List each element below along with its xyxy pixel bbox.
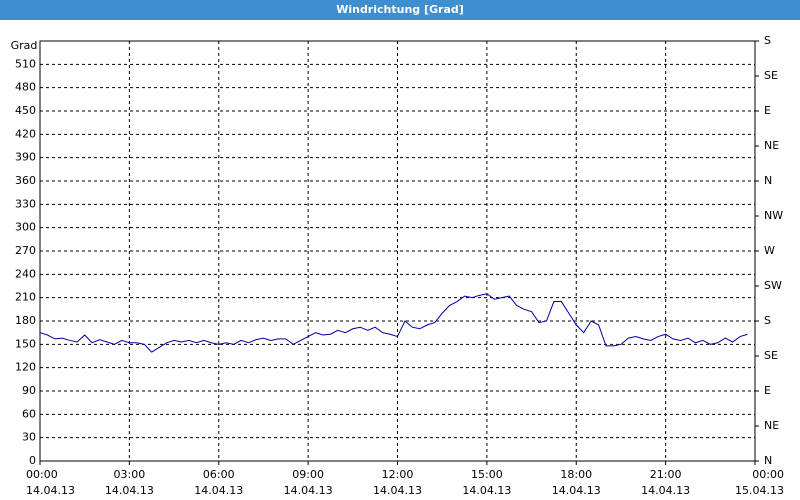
y2-tick-label: S — [764, 314, 771, 327]
y2-tick-label: N — [764, 454, 772, 467]
y2-tick-label: E — [764, 384, 771, 397]
y2-tick-label: W — [764, 244, 775, 257]
y2-tick-label: SE — [764, 349, 778, 362]
y-tick-label: 510 — [15, 57, 36, 70]
x-tick-date: 14.04.13 — [641, 484, 690, 497]
y-tick-label: 90 — [22, 384, 36, 397]
y-tick-label: 480 — [15, 81, 36, 94]
x-tick-label: 00:00 — [26, 468, 58, 481]
y-tick-label: 390 — [15, 151, 36, 164]
y-tick-label: 330 — [15, 197, 36, 210]
y-tick-label: 360 — [15, 174, 36, 187]
y-tick-label: 300 — [15, 221, 36, 234]
x-tick-date: 14.04.13 — [284, 484, 333, 497]
y-tick-label: 270 — [15, 244, 36, 257]
chart-title: Windrichtung [Grad] — [336, 3, 464, 16]
x-tick-label: 06:00 — [203, 468, 235, 481]
x-tick-date: 14.04.13 — [26, 484, 75, 497]
x-tick-date: 14.04.13 — [552, 484, 601, 497]
x-tick-date: 14.04.13 — [462, 484, 511, 497]
x-tick-label: 00:00 — [752, 468, 784, 481]
x-tick-label: 12:00 — [382, 468, 414, 481]
x-tick-label: 03:00 — [114, 468, 146, 481]
y-tick-label: 420 — [15, 127, 36, 140]
y-tick-label: 30 — [22, 431, 36, 444]
y2-tick-label: NE — [764, 419, 779, 432]
y-tick-label: 0 — [29, 454, 36, 467]
x-tick-label: 21:00 — [650, 468, 682, 481]
y-tick-label: 60 — [22, 407, 36, 420]
y2-tick-label: E — [764, 104, 771, 117]
x-tick-date: 14.04.13 — [194, 484, 243, 497]
y2-tick-label: SE — [764, 69, 778, 82]
y2-tick-label: NW — [764, 209, 783, 222]
y2-tick-label: S — [764, 34, 771, 47]
y-axis-label: Grad — [11, 39, 38, 52]
x-tick-date: 14.04.13 — [105, 484, 154, 497]
y2-tick-label: NE — [764, 139, 779, 152]
y-tick-label: 240 — [15, 267, 36, 280]
y-tick-label: 120 — [15, 361, 36, 374]
y-tick-label: 450 — [15, 104, 36, 117]
x-tick-label: 18:00 — [560, 468, 592, 481]
y-tick-label: 150 — [15, 337, 36, 350]
x-tick-date: 14.04.13 — [373, 484, 422, 497]
x-tick-label: 15:00 — [471, 468, 503, 481]
x-tick-date: 15.04.13 — [735, 484, 784, 497]
title-bar — [0, 0, 800, 20]
y-tick-label: 210 — [15, 291, 36, 304]
x-tick-label: 09:00 — [292, 468, 324, 481]
y2-tick-label: SW — [764, 279, 782, 292]
y2-tick-label: N — [764, 174, 772, 187]
y-tick-label: 180 — [15, 314, 36, 327]
data-line — [39, 293, 748, 353]
